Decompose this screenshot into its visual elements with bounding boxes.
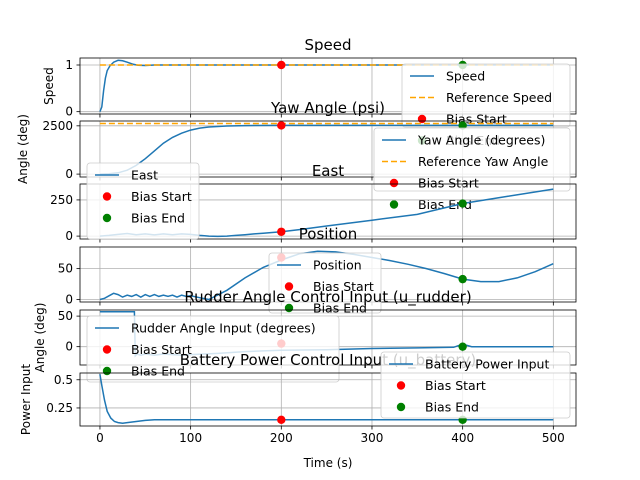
- subplot-title: Position: [299, 225, 357, 243]
- legend-label: Bias End: [313, 301, 367, 316]
- legend-box: [401, 63, 571, 128]
- legend-swatch: [389, 178, 399, 188]
- legend-label: Rudder Angle Input (degrees): [131, 321, 316, 336]
- y-tick-label: 0: [65, 229, 73, 243]
- x-tick-label: 0: [96, 431, 104, 445]
- legend-label: Bias Start: [418, 176, 479, 191]
- bias-start-marker: [277, 415, 286, 424]
- legend-swatch: [389, 200, 399, 209]
- bias-end-marker: [458, 342, 467, 351]
- legend-box: [86, 162, 200, 240]
- x-tick-label: 300: [361, 431, 384, 445]
- subplot-title: Yaw Angle (psi): [270, 99, 385, 117]
- y-tick-label: 50: [58, 262, 73, 276]
- bias-start-marker: [277, 60, 286, 70]
- legend-swatch: [102, 192, 112, 201]
- legend-swatch: [102, 366, 112, 376]
- y-tick-label: 0: [65, 340, 73, 354]
- legend-label: Reference Yaw Angle: [418, 154, 549, 169]
- axes-frame: [79, 372, 577, 427]
- legend-label: Bias Start: [313, 279, 374, 294]
- axes-frame: [79, 57, 577, 115]
- y-tick-label: 0: [65, 105, 73, 119]
- legend-box: [373, 127, 571, 192]
- series-line: [99, 250, 554, 301]
- bias-end-marker: [458, 121, 467, 130]
- y-tick-label: 0: [65, 293, 73, 307]
- legend-swatch: [102, 213, 112, 223]
- legend-box: [268, 252, 382, 314]
- y-axis-label: Angle (deg): [16, 114, 30, 184]
- legend: Rudder Angle Input (degrees) Bias Start Bi…: [86, 315, 340, 383]
- legend-label: Position: [313, 258, 362, 273]
- legend-swatch: [102, 345, 112, 354]
- legend-label: East: [131, 168, 158, 183]
- legend-box: [380, 351, 571, 419]
- subplot-title: Rudder Angle Control Input (u_rudder): [184, 288, 471, 307]
- y-axis-label: Power Input: [19, 364, 33, 435]
- legend-swatch: [284, 282, 294, 291]
- legend-label: Bias End: [425, 400, 479, 415]
- y-tick-label: 50: [58, 309, 73, 323]
- legend-label: Bias End: [131, 364, 185, 379]
- legend: Battery Power Input Bias Start Bias End: [380, 351, 571, 419]
- legend-label: Bias Start: [131, 342, 192, 357]
- y-tick-label: 0: [65, 167, 73, 181]
- x-axis-label: Time (s): [303, 456, 353, 470]
- y-tick-label: 0.5: [54, 373, 73, 387]
- axes-frame: [79, 183, 577, 240]
- y-tick-label: 0.25: [46, 401, 73, 415]
- legend-swatch: [396, 402, 406, 412]
- x-tick-label: 100: [179, 431, 202, 445]
- series-line: [99, 373, 554, 424]
- axes-frame: [79, 120, 577, 178]
- legend: East Bias Start Bias End: [86, 162, 200, 240]
- subplot-title: East: [312, 162, 344, 180]
- legend-label: Speed: [446, 69, 485, 84]
- x-tick-label: 400: [451, 431, 474, 445]
- legend-label: Yaw Angle (degrees): [417, 133, 545, 148]
- legend-swatch: [396, 381, 406, 390]
- y-axis-label: Angle (deg): [33, 303, 47, 373]
- x-tick-label: 500: [542, 431, 565, 445]
- legend-label: Bias Start: [425, 378, 486, 393]
- bias-end-marker: [458, 274, 467, 284]
- bias-end-marker: [458, 199, 467, 208]
- legend-swatch: [417, 114, 427, 124]
- y-axis-label: Speed: [42, 67, 56, 105]
- legend: Yaw Angle (degrees) Reference Yaw Angle Bi…: [373, 127, 571, 212]
- bias-start-marker: [277, 227, 286, 236]
- legend-label: Bias End: [418, 197, 472, 212]
- bias-start-marker: [277, 121, 286, 130]
- legend-label: Battery Power Input: [425, 357, 549, 372]
- legend-box: [86, 315, 340, 383]
- legend: Position Bias Start Bias End: [268, 252, 382, 316]
- y-tick-label: 1: [65, 58, 73, 72]
- legend-label: Bias End: [131, 211, 185, 226]
- y-tick-label: 2500: [42, 119, 73, 133]
- legend-label: Reference Speed: [446, 90, 552, 105]
- legend-label: Bias Start: [131, 189, 192, 204]
- y-tick-label: 250: [50, 193, 73, 207]
- subplot-title: Speed: [304, 36, 351, 54]
- x-tick-label: 200: [270, 431, 293, 445]
